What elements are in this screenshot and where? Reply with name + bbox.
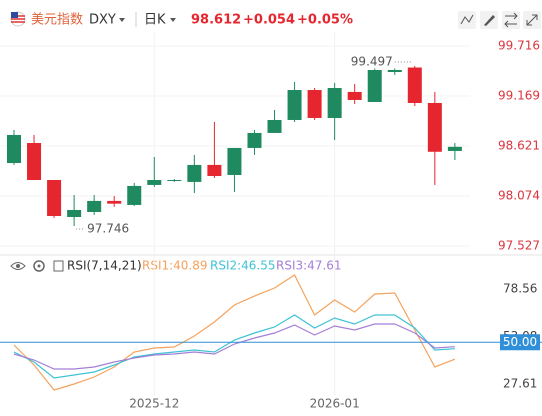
- candle-body: [227, 147, 242, 175]
- candle-body: [87, 200, 102, 212]
- candle-body: [267, 119, 282, 133]
- legend-entry: RSI2:46.55: [210, 259, 276, 273]
- indicator-title: RSI(7,14,21): [67, 259, 142, 273]
- x-tick-label: 2025-12: [129, 397, 179, 411]
- rsi-line: [13, 314, 455, 379]
- candle-body: [307, 90, 322, 118]
- y-tick-label: 98.621: [498, 139, 540, 153]
- compare-button[interactable]: [502, 11, 520, 29]
- rsi-line: [13, 323, 455, 370]
- y-tick-label: 97.527: [498, 238, 540, 252]
- x-tick-label: 2026-01: [310, 397, 360, 411]
- instrument-name: 美元指数: [31, 13, 83, 28]
- y-tick-label: 27.61: [503, 376, 537, 390]
- candle-body: [187, 164, 202, 182]
- indicator-icon[interactable]: [53, 260, 64, 272]
- eye-icon[interactable]: [10, 262, 26, 270]
- candle-body: [347, 91, 362, 100]
- change-percent: +0.05%: [297, 13, 353, 28]
- candle-body: [447, 146, 462, 151]
- candle-body: [367, 70, 382, 102]
- candle-body: [207, 164, 222, 176]
- y-tick-label: 99.169: [498, 88, 540, 102]
- y-tick-label: 98.074: [498, 188, 540, 202]
- low-label: 97.746: [87, 221, 129, 235]
- high-label: 99.497: [351, 54, 393, 68]
- candle-body: [387, 70, 402, 73]
- candle-body: [147, 180, 162, 185]
- flag-icon: [10, 11, 26, 27]
- candle-body: [287, 90, 302, 120]
- candle-body: [247, 132, 262, 148]
- dropdown-arrow[interactable]: [119, 18, 125, 22]
- candle-body: [327, 88, 342, 118]
- settings-icon[interactable]: [33, 260, 45, 272]
- y-tick-label: 99.716: [498, 38, 540, 52]
- candle-body: [427, 102, 442, 152]
- candle-body: [47, 180, 62, 217]
- legend-entry: RSI3:47.61: [276, 259, 342, 273]
- period[interactable]: 日K: [144, 13, 166, 28]
- candle-body: [27, 143, 42, 181]
- candle-body: [407, 67, 422, 103]
- candle-body: [127, 185, 142, 205]
- change: +0.054: [243, 13, 295, 28]
- y-tick-label: 78.56: [503, 282, 537, 296]
- rsi-line: [13, 274, 456, 391]
- candle-body: [67, 209, 82, 218]
- legend-entry: RSI1:40.89: [142, 259, 208, 273]
- price: 98.612: [191, 13, 241, 28]
- reference-label: 50.00: [503, 335, 537, 349]
- toolbar: [458, 11, 541, 29]
- candle-body: [107, 200, 122, 204]
- symbol[interactable]: DXY: [89, 13, 116, 28]
- candle-body: [167, 180, 182, 182]
- dropdown-arrow[interactable]: [170, 18, 176, 22]
- candle-body: [7, 134, 21, 164]
- reference-label-box: [500, 334, 540, 351]
